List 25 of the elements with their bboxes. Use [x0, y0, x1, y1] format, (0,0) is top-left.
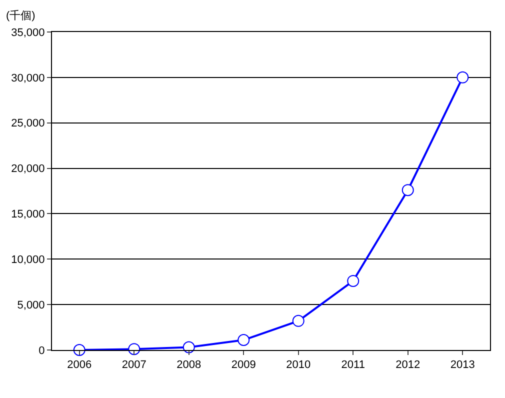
- x-tick-label: 2009: [231, 359, 256, 372]
- x-tick-label: 2010: [286, 359, 311, 372]
- point: [182, 341, 195, 354]
- point: [402, 184, 414, 196]
- x-tick-label: 2006: [67, 359, 92, 372]
- x-tick-label: 2013: [450, 359, 475, 372]
- y-tick-label: 35,000: [11, 26, 45, 39]
- y-tick-label: 20,000: [11, 163, 45, 176]
- point: [238, 334, 250, 346]
- y-tick-label: 30,000: [11, 72, 45, 84]
- y-axis-title: (千個): [6, 9, 36, 22]
- y-tick-label: 15,000: [11, 208, 45, 221]
- y-tick-label: 5,000: [17, 299, 45, 312]
- y-tick-label: 0: [38, 344, 45, 357]
- point: [292, 314, 304, 327]
- x-tick-label: 2007: [122, 359, 146, 372]
- point: [456, 71, 469, 84]
- point: [347, 274, 360, 287]
- y-tick-label: 25,000: [11, 118, 45, 130]
- x-tick-label: 2012: [396, 359, 420, 372]
- x-tick-label: 2008: [176, 359, 202, 372]
- x-tick-label: 2011: [341, 359, 365, 372]
- point: [128, 343, 140, 356]
- y-tick-label: 10,000: [11, 254, 45, 266]
- point: [73, 344, 86, 356]
